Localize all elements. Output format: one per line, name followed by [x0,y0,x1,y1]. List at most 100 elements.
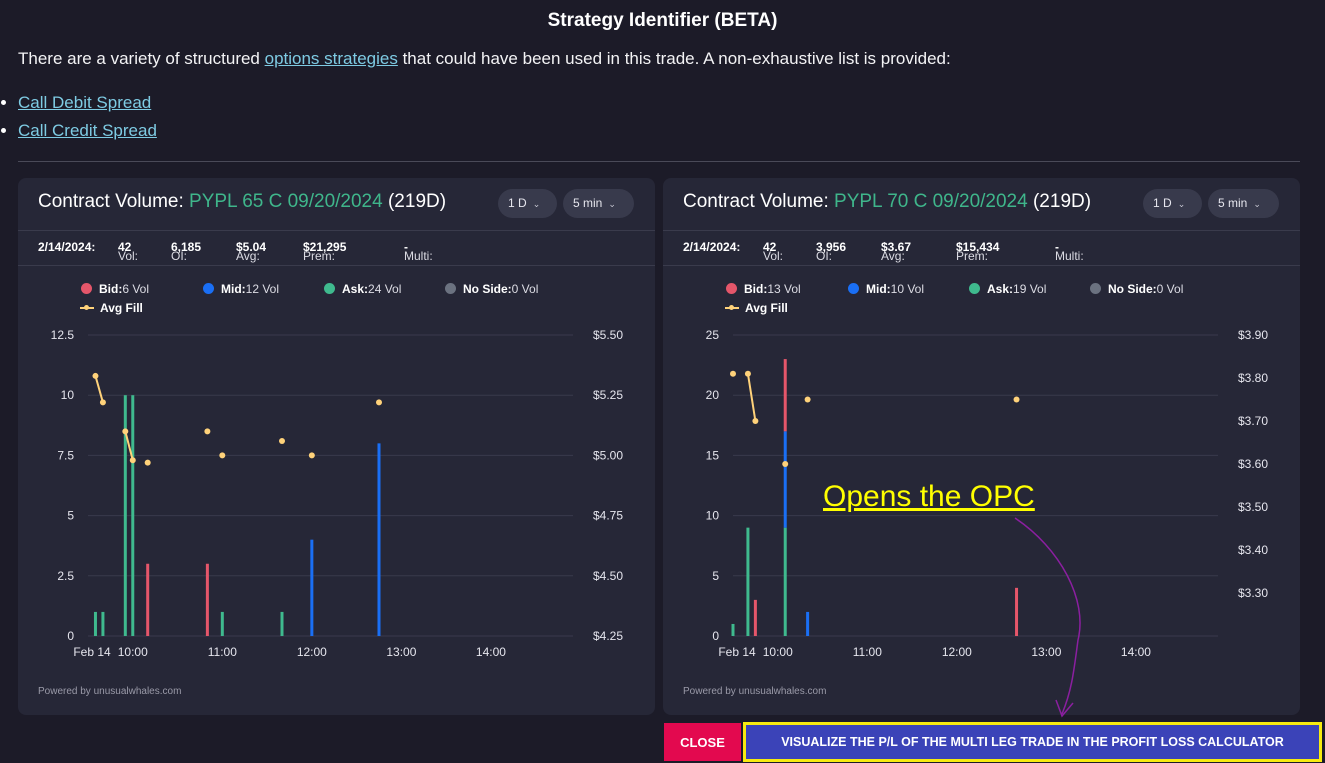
y2-tick-label: $5.50 [593,328,623,342]
powered-by-text: Powered by unusualwhales.com [38,686,182,697]
contract-volume-panel-1: Contract Volume: PYPL 65 C 09/20/2024 (2… [18,178,655,715]
avg-fill-point [782,461,789,467]
divider [18,161,1300,162]
interval-dropdown-value: 5 min [1218,196,1248,210]
avg-fill-point [804,396,811,403]
y2-tick-label: $3.60 [1238,457,1268,471]
bid-volume-bar [783,359,787,432]
avg-fill-point [144,459,151,466]
ask-volume-bar [123,395,127,636]
avg-fill-legend-swatch [725,305,739,310]
y2-tick-label: $4.50 [593,569,623,583]
noside-legend-swatch [445,283,456,294]
range-dropdown[interactable]: 1 D ⌄ [498,189,557,218]
mid-volume-bar [377,443,381,636]
mid-legend-swatch [203,283,214,294]
stats-prem: Prem: $15,434 [956,240,1000,263]
stats-prem: Prem: $21,295 [303,240,347,263]
x-tick-label: 12:00 [942,645,972,659]
noside-legend-label: No Side: 0 Vol [1108,282,1184,296]
contract-name: PYPL 65 C 09/20/2024 [189,191,383,212]
chevron-down-icon: ⌄ [608,199,616,209]
avg-fill-legend-label: Avg Fill [100,301,143,315]
avg-fill-line [124,431,134,461]
y2-tick-label: $5.25 [593,388,623,402]
stats-date: 2/14/2024: [38,240,96,254]
avg-fill-legend-label: Avg Fill [745,301,788,315]
strategy-list-item: Call Debit Spread [0,92,157,120]
ask-legend-label: Ask: 19 Vol [987,282,1047,296]
ask-volume-bar [93,611,97,636]
x-tick-label: 14:00 [476,645,506,659]
ask-volume-bar [280,611,284,636]
y-tick-label: 12.5 [51,328,75,342]
ask-legend-swatch [969,283,980,294]
avg-fill-line [746,373,757,422]
y-tick-label: 5 [712,569,719,583]
bid-volume-bar [753,599,757,636]
x-tick-label: 13:00 [1031,645,1061,659]
x-tick-label: Feb 14 [73,645,111,659]
ask-volume-bar [731,623,735,636]
chevron-down-icon: ⌄ [1253,199,1261,209]
panel-title: Contract Volume: PYPL 65 C 09/20/2024 (2… [38,191,446,213]
y2-tick-label: $3.80 [1238,371,1268,385]
panel-title-prefix: Contract Volume: [38,191,190,212]
avg-fill-point [308,452,315,459]
avg-fill-point [204,428,211,435]
strategy-list: Call Debit Spread Call Credit Spread [0,92,157,148]
powered-by-text: Powered by unusualwhales.com [683,686,827,697]
bid-legend-label: Bid: 6 Vol [99,282,150,296]
y-tick-label: 0 [67,629,74,643]
stats-oi: OI: 6,185 [171,240,202,263]
interval-dropdown[interactable]: 5 min ⌄ [1208,189,1279,218]
avg-fill-point [99,399,106,406]
mid-legend-label: Mid: 12 Vol [221,282,280,296]
intro-text-after: that could have been used in this trade.… [397,49,951,68]
chevron-down-icon: ⌄ [532,199,541,209]
avg-fill-point [219,452,226,459]
avg-fill-point [129,457,136,464]
stats-date: 2/14/2024: [683,240,741,254]
avg-fill-point [730,370,736,377]
range-dropdown-value: 1 D [1153,196,1172,210]
strategy-list-item: Call Credit Spread [0,120,157,148]
interval-dropdown[interactable]: 5 min ⌄ [563,189,634,218]
avg-fill-point [752,418,759,424]
contract-volume-panel-2: Contract Volume: PYPL 70 C 09/20/2024 (2… [663,178,1300,715]
ask-volume-bar [746,527,750,636]
x-tick-label: 10:00 [763,645,793,659]
intro-text-before: There are a variety of structured [18,49,265,68]
mid-volume-bar [806,611,810,636]
call-credit-spread-link[interactable]: Call Credit Spread [18,121,157,140]
avg-fill-point [92,372,99,379]
x-tick-label: Feb 14 [718,645,756,659]
visualize-pl-button[interactable]: VISUALIZE THE P/L OF THE MULTI LEG TRADE… [743,722,1322,762]
bid-volume-bar [146,563,150,636]
x-tick-label: 13:00 [386,645,416,659]
stats-multi: Multi: - [1055,240,1084,263]
stats-multi: Multi: - [404,240,433,263]
contract-days: (219D) [387,191,447,212]
y2-tick-label: $3.30 [1238,586,1268,600]
options-strategies-link[interactable]: options strategies [264,49,398,68]
bid-legend-swatch [81,283,92,294]
avg-fill-point [376,399,382,406]
y2-tick-label: $4.75 [593,509,623,523]
range-dropdown[interactable]: 1 D ⌄ [1143,189,1202,218]
avg-fill-point [279,437,285,444]
mid-legend-label: Mid: 10 Vol [866,282,925,296]
y-tick-label: 15 [706,448,720,462]
x-tick-label: 11:00 [853,645,882,659]
call-debit-spread-link[interactable]: Call Debit Spread [18,93,152,112]
y2-tick-label: $3.90 [1238,328,1268,342]
y-tick-label: 25 [706,328,720,342]
ask-volume-bar [220,611,224,636]
ask-legend-label: Ask: 24 Vol [342,282,402,296]
stats-bar: 2/14/2024: Vol: 42 OI: 6,185 Avg: $5.04 … [18,230,655,266]
stats-vol: Vol: 42 [763,240,784,263]
ask-volume-bar [101,611,105,636]
close-button[interactable]: CLOSE [664,723,741,761]
avg-fill-line [94,375,104,403]
annotation-label: Opens the OPC [823,480,1035,513]
